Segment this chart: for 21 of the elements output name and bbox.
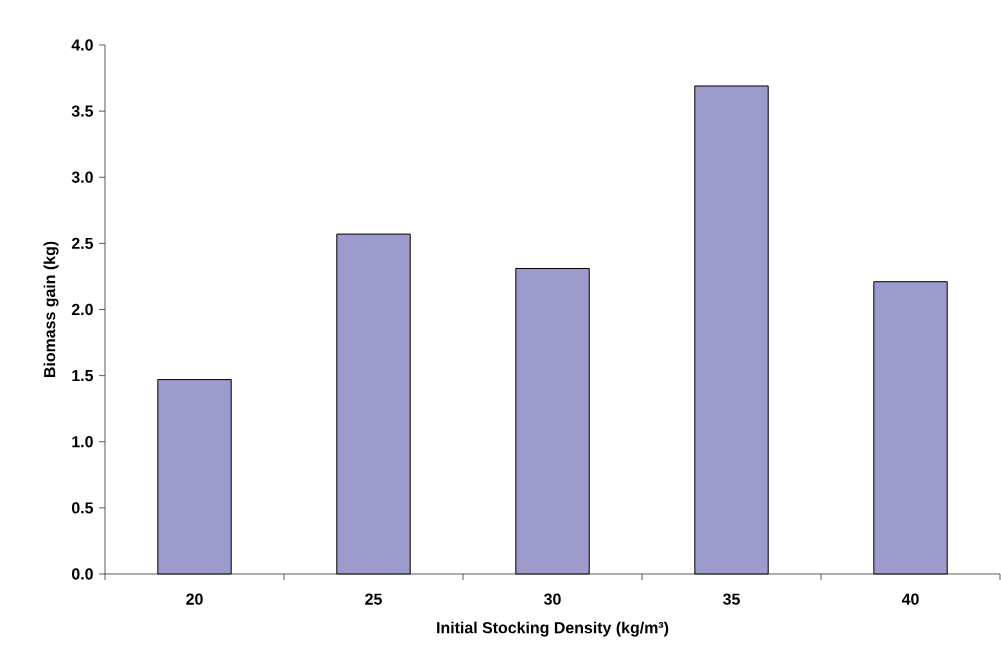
- y-tick-label: 3.5: [71, 105, 94, 117]
- y-tick-label: 1.5: [72, 370, 94, 382]
- bar: [157, 379, 232, 575]
- y-axis-title: Biomass gain (kg): [43, 241, 59, 378]
- bar: [873, 281, 948, 575]
- x-tick-label: 35: [723, 593, 740, 605]
- y-tick-label: 4.0: [71, 39, 93, 51]
- y-tick-label: 0.5: [71, 502, 94, 514]
- x-tick-label: 20: [186, 593, 203, 605]
- x-tick-label: 30: [544, 593, 561, 605]
- x-tick-label: 40: [901, 593, 919, 605]
- bar: [694, 85, 769, 575]
- bar: [515, 267, 590, 575]
- y-tick-label: 2.0: [71, 303, 93, 316]
- y-tick-label: 1.0: [72, 436, 93, 448]
- bar: [336, 233, 411, 575]
- y-tick-label: 0.0: [71, 568, 93, 580]
- x-tick-label: 25: [365, 593, 382, 605]
- y-tick-label: 2.5: [71, 237, 94, 249]
- y-tick-label: 3.0: [71, 171, 93, 183]
- x-axis-title: Initial Stocking Density (kg/m³): [437, 621, 669, 637]
